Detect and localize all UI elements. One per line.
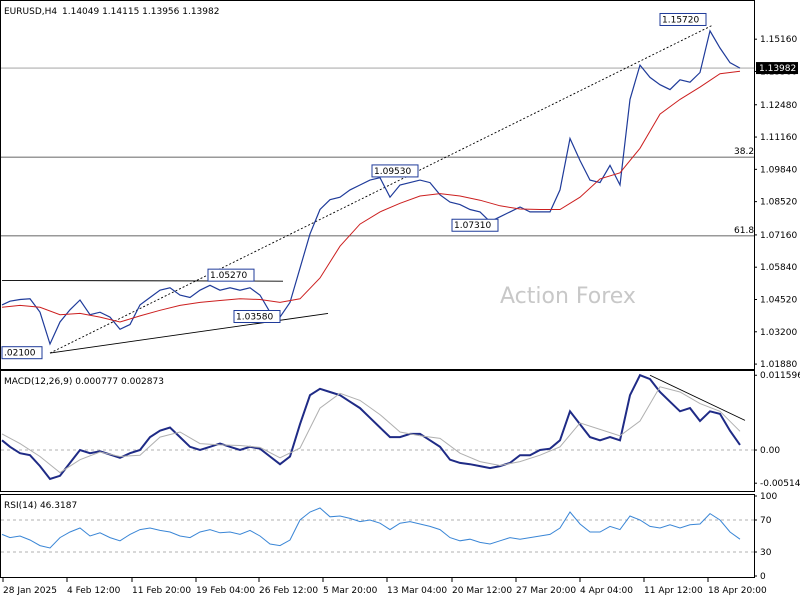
price-annotation-label: 1.03580 xyxy=(236,312,273,322)
trend-line xyxy=(49,25,713,354)
macd-label: MACD(12,26,9) 0.000777 0.002873 xyxy=(4,377,164,387)
macd-line xyxy=(1,373,741,481)
y-axis-tick-label: 0 xyxy=(760,572,766,582)
x-axis-tick-label: 5 Mar 20:00 xyxy=(323,586,378,596)
x-axis-tick-label: 19 Feb 04:00 xyxy=(196,586,255,596)
symbol-label: EURUSD,H4 xyxy=(4,7,57,17)
y-axis-tick-label: 0.011596 xyxy=(760,371,800,381)
signal-line xyxy=(1,386,741,474)
price-annotation-label: 1.09530 xyxy=(374,167,411,177)
rsi-panel-frame xyxy=(0,494,755,578)
price-panel-frame xyxy=(0,0,755,370)
x-axis-tick-label: 4 Apr 04:00 xyxy=(580,586,633,596)
price-annotation-label: 1.15720 xyxy=(662,15,699,25)
y-axis-tick-label: 1.09840 xyxy=(760,165,797,175)
price-line xyxy=(1,29,741,346)
rsi-line xyxy=(1,507,741,549)
x-axis-tick-label: 4 Feb 12:00 xyxy=(67,586,121,596)
y-axis-tick-label: 1.03200 xyxy=(760,328,797,338)
x-axis-tick-label: 20 Mar 12:00 xyxy=(452,586,512,596)
y-axis-tick-label: 30 xyxy=(760,548,772,558)
x-axis-tick-label: 18 Apr 20:00 xyxy=(708,586,767,596)
x-axis-tick-label: 28 Jan 2025 xyxy=(3,586,57,596)
price-annotation-label: .02100 xyxy=(4,349,36,359)
x-axis-tick-label: 26 Feb 12:00 xyxy=(259,586,318,596)
y-axis-tick-label: 1.07160 xyxy=(760,231,797,241)
y-axis-tick-label: 1.15160 xyxy=(760,35,797,45)
trend-line xyxy=(649,374,746,421)
y-axis-tick-label: 1.11160 xyxy=(760,133,797,143)
price-annotation-box xyxy=(371,164,419,178)
x-axis-tick-label: 13 Mar 04:00 xyxy=(387,586,447,596)
x-axis-tick-label: 27 Mar 20:00 xyxy=(516,586,576,596)
current-price-tag xyxy=(756,62,798,75)
price-annotation-box xyxy=(1,346,43,360)
fib-level-label: 38.2 xyxy=(734,147,754,157)
fib-level-label: 61.8 xyxy=(734,226,754,236)
y-axis-tick-label: 1.04520 xyxy=(760,295,797,305)
y-axis-tick-label: 1.12480 xyxy=(760,101,797,111)
x-axis-tick-label: 11 Feb 20:00 xyxy=(132,586,191,596)
rsi-label: RSI(14) 46.3187 xyxy=(4,501,77,511)
price-annotation-box xyxy=(233,309,281,323)
price-annotation-box xyxy=(451,218,499,232)
macd-panel-frame xyxy=(0,370,755,492)
watermark: Action Forex xyxy=(500,284,636,309)
y-axis-tick-label: 1.08520 xyxy=(760,198,797,208)
price-annotation-label: 1.07310 xyxy=(454,221,491,231)
y-axis-tick-label: 100 xyxy=(760,492,777,502)
y-axis-tick-label: 70 xyxy=(760,516,772,526)
y-axis-tick-label: 0.00 xyxy=(760,446,780,456)
price-annotation-box xyxy=(207,268,255,282)
y-axis-tick-label: -0.005146 xyxy=(760,479,800,489)
current-price-label: 1.13982 xyxy=(759,64,796,74)
y-axis-tick-label: 1.01880 xyxy=(760,360,797,370)
y-axis-tick-label: 1.05840 xyxy=(760,263,797,273)
ohlc-label: 1.14049 1.14115 1.13956 1.13982 xyxy=(62,7,219,17)
moving-average-line xyxy=(1,70,741,323)
trend-line xyxy=(49,312,329,354)
price-annotation-label: 1.05270 xyxy=(210,271,247,281)
x-axis-tick-label: 11 Apr 12:00 xyxy=(644,586,703,596)
price-annotation-box xyxy=(659,12,707,26)
